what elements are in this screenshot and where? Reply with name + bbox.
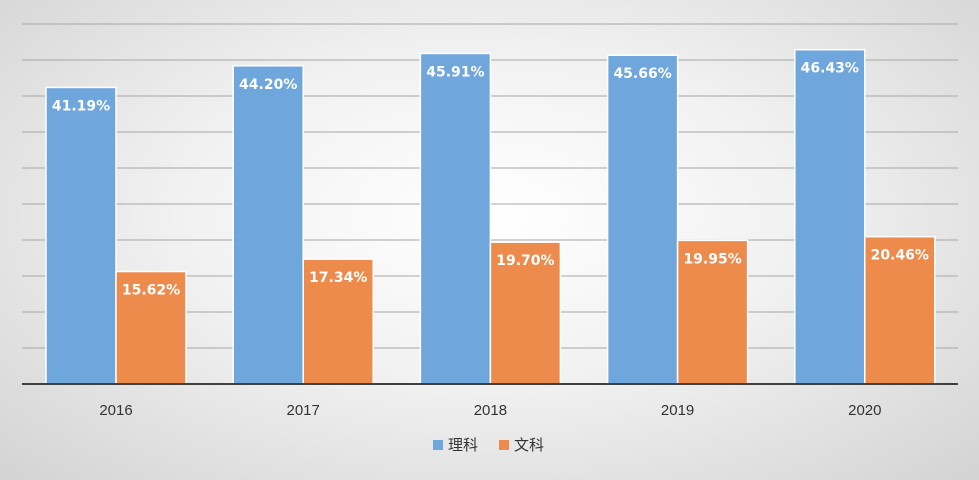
bar-series2-2017: [302, 258, 374, 385]
legend: 理科 文科: [433, 436, 544, 454]
x-tick-label: 2020: [848, 402, 881, 419]
legend-swatch: [499, 440, 509, 450]
x-tick-labels: 2016 2017 2018 2019 2020: [99, 402, 881, 419]
bar-series1-2020: [794, 48, 866, 385]
data-label: 45.91%: [426, 64, 484, 80]
bar-series1-2018: [419, 52, 492, 385]
data-label: 19.95%: [683, 251, 741, 267]
bar-series2-2020: [864, 235, 936, 385]
legend-label: 理科: [448, 436, 478, 454]
data-label: 17.34%: [309, 270, 367, 286]
data-label: 41.19%: [52, 98, 110, 114]
data-label: 15.62%: [122, 283, 180, 299]
x-tick-label: 2019: [661, 402, 694, 419]
data-label: 45.66%: [613, 66, 671, 82]
data-labels: 41.19% 15.62% 44.20% 17.34% 45.91% 19.70% 45.6…: [52, 61, 929, 299]
legend-swatch: [433, 440, 443, 450]
data-label: 20.46%: [871, 248, 929, 264]
bar-series1-2017: [232, 65, 304, 385]
bar-series1-2019: [606, 54, 679, 385]
data-label: 19.70%: [496, 253, 554, 269]
bar-series2-2019: [676, 239, 749, 385]
data-label: 44.20%: [239, 77, 297, 93]
data-label: 46.43%: [801, 61, 859, 77]
x-tick-label: 2016: [99, 402, 132, 419]
x-tick-label: 2018: [474, 402, 507, 419]
legend-label: 文科: [514, 436, 544, 454]
x-tick-label: 2017: [287, 402, 320, 419]
bar-series1-2016: [45, 86, 117, 385]
bars: [45, 48, 936, 385]
bar-series2-2016: [115, 270, 187, 385]
